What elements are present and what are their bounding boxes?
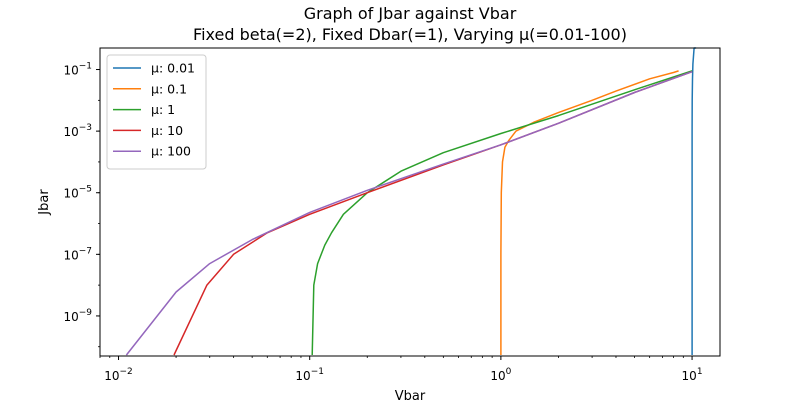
- chart-title: Graph of Jbar against Vbar: [304, 4, 517, 23]
- legend-label-1: μ: 0.1: [151, 81, 187, 96]
- legend-label-3: μ: 10: [151, 123, 183, 138]
- x-tick-label-1: 10−1: [295, 367, 324, 383]
- plot-frame: [99, 47, 721, 357]
- series-line-1: [500, 70, 679, 355]
- x-tick-label-3: 101: [682, 367, 703, 383]
- y-tick-label-1: 10−7: [63, 246, 92, 262]
- y-tick-label-3: 10−3: [63, 123, 92, 139]
- x-tick-label-2: 100: [490, 367, 511, 383]
- y-tick-label-4: 10−1: [63, 62, 92, 78]
- legend-label-2: μ: 1: [151, 102, 175, 117]
- chart-subtitle: Fixed beta(=2), Fixed Dbar(=1), Varying …: [193, 25, 627, 44]
- y-axis-label: Jbar: [37, 189, 52, 216]
- y-tick-label-0: 10−9: [63, 308, 92, 324]
- series-line-4: [125, 70, 693, 356]
- x-axis-label: Vbar: [395, 389, 426, 401]
- series-line-0: [691, 47, 697, 355]
- legend-label-0: μ: 0.01: [151, 61, 195, 76]
- series-layer: [125, 47, 697, 356]
- legend: μ: 0.01 μ: 0.1 μ: 1 μ: 10 μ: 100: [106, 54, 207, 170]
- y-tick-label-2: 10−5: [63, 185, 92, 201]
- x-tick-label-0: 10−2: [104, 367, 133, 383]
- legend-label-4: μ: 100: [151, 144, 191, 159]
- ticks-layer: 10−2 10−1 100 101 10−9 10−7 10−5 10−3 10−1: [63, 62, 702, 383]
- series-line-2: [311, 70, 693, 356]
- series-line-3: [173, 70, 693, 356]
- legend-box: [106, 54, 207, 170]
